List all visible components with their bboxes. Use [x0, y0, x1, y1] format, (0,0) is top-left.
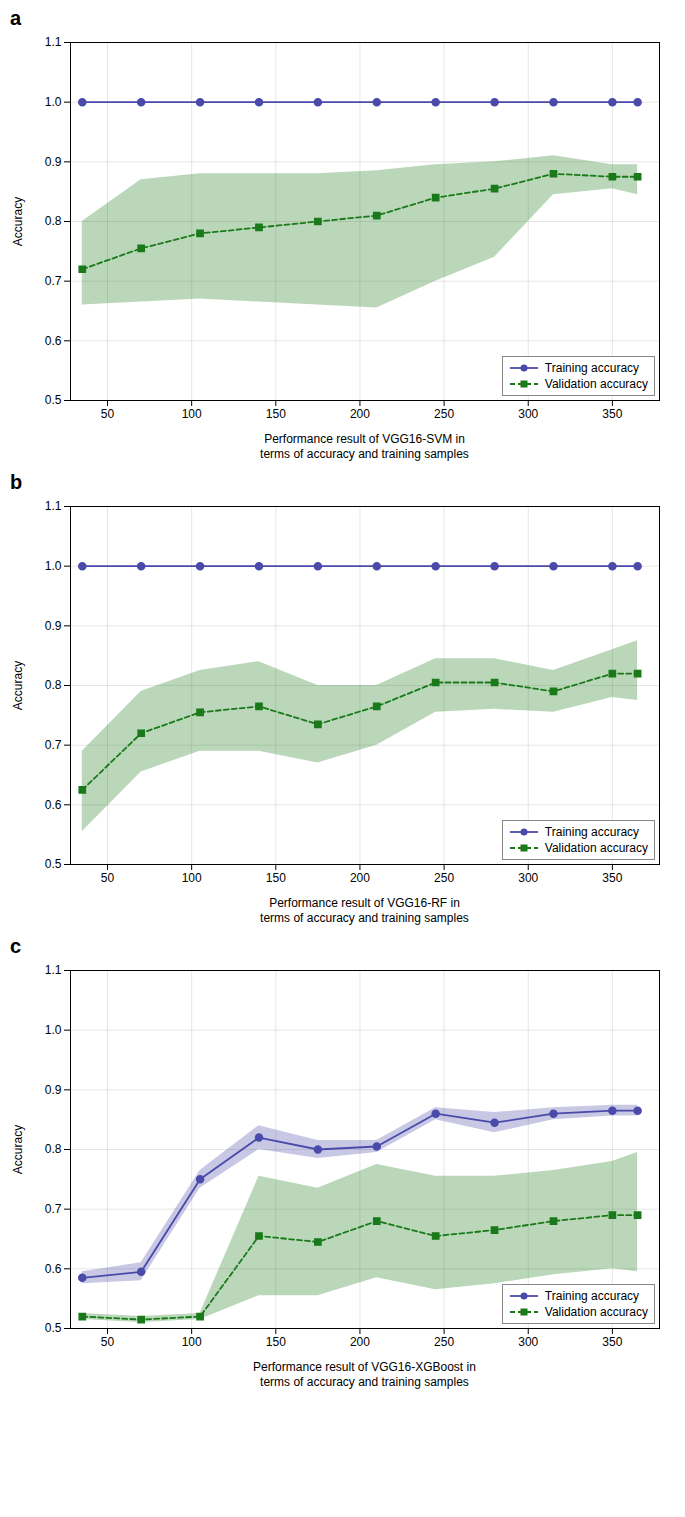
- svg-text:350: 350: [602, 407, 622, 421]
- svg-text:0.7: 0.7: [45, 1202, 62, 1216]
- svg-text:0.9: 0.9: [45, 619, 62, 633]
- html-text:c: c: [10, 935, 22, 957]
- svg-text:0.7: 0.7: [45, 738, 62, 752]
- svg-text:0.8: 0.8: [45, 214, 62, 228]
- svg-text:150: 150: [266, 1335, 286, 1349]
- svg-text:150: 150: [266, 871, 286, 885]
- svg-text:0.9: 0.9: [45, 1083, 62, 1097]
- html-text:Training accuracy: Training accuracy: [544, 825, 640, 839]
- svg-text:350: 350: [602, 1335, 622, 1349]
- svg-text:200: 200: [350, 407, 370, 421]
- html-text:a: a: [10, 7, 22, 29]
- svg-text:0.6: 0.6: [45, 334, 62, 348]
- svg-text:50: 50: [101, 407, 115, 421]
- svg-text:1.1: 1.1: [45, 963, 62, 977]
- html-text:Validation accuracy: Validation accuracy: [544, 841, 648, 855]
- html-text:Training accuracy: Training accuracy: [544, 361, 640, 375]
- svg-text:Accuracy: Accuracy: [11, 661, 25, 710]
- svg-text:250: 250: [434, 407, 454, 421]
- svg-text:1.1: 1.1: [45, 35, 62, 49]
- html-text:Performance result of VGG16-SV: Performance result of VGG16-SVM in terms…: [260, 432, 469, 461]
- svg-text:0.6: 0.6: [45, 798, 62, 812]
- svg-text:200: 200: [350, 1335, 370, 1349]
- svg-text:250: 250: [434, 1335, 454, 1349]
- svg-text:0.6: 0.6: [45, 1262, 62, 1276]
- svg-text:0.5: 0.5: [45, 1321, 62, 1335]
- svg-text:0.7: 0.7: [45, 274, 62, 288]
- svg-text:0.8: 0.8: [45, 678, 62, 692]
- svg-text:300: 300: [518, 871, 538, 885]
- svg-text:0.5: 0.5: [45, 857, 62, 871]
- svg-text:100: 100: [182, 871, 202, 885]
- svg-text:350: 350: [602, 871, 622, 885]
- html-text:Performance result of VGG16-RF: Performance result of VGG16-RF in terms …: [260, 896, 469, 925]
- svg-text:Accuracy: Accuracy: [11, 1125, 25, 1174]
- svg-text:200: 200: [350, 871, 370, 885]
- svg-text:250: 250: [434, 871, 454, 885]
- svg-text:0.9: 0.9: [45, 155, 62, 169]
- svg-text:150: 150: [266, 407, 286, 421]
- svg-text:1.0: 1.0: [45, 95, 62, 109]
- svg-text:300: 300: [518, 407, 538, 421]
- svg-text:1.0: 1.0: [45, 559, 62, 573]
- html-text:Validation accuracy: Validation accuracy: [544, 377, 648, 391]
- svg-text:1.0: 1.0: [45, 1023, 62, 1037]
- svg-text:300: 300: [518, 1335, 538, 1349]
- html-text:b: b: [10, 471, 23, 493]
- html-text:Training accuracy: Training accuracy: [544, 1289, 640, 1303]
- svg-text:1.1: 1.1: [45, 499, 62, 513]
- html-text:Performance result of VGG16-XG: Performance result of VGG16-XGBoost in t…: [253, 1360, 476, 1389]
- svg-text:100: 100: [182, 1335, 202, 1349]
- svg-text:50: 50: [101, 1335, 115, 1349]
- svg-text:50: 50: [101, 871, 115, 885]
- svg-text:0.8: 0.8: [45, 1142, 62, 1156]
- svg-text:Accuracy: Accuracy: [11, 197, 25, 246]
- svg-text:0.5: 0.5: [45, 393, 62, 407]
- svg-text:100: 100: [182, 407, 202, 421]
- html-text:Validation accuracy: Validation accuracy: [544, 1305, 648, 1319]
